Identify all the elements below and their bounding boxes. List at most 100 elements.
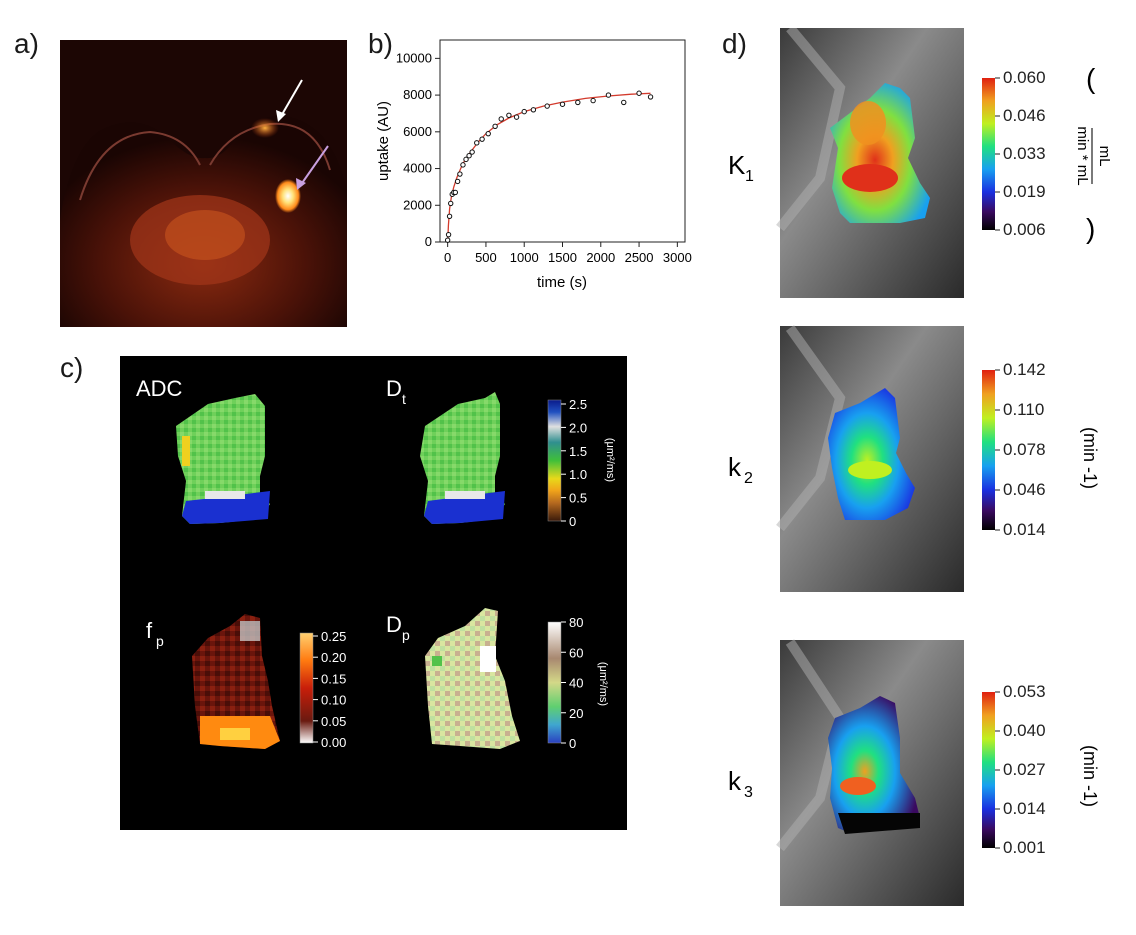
data-point (446, 213, 453, 219)
k3-unit: (min -1) (1080, 745, 1100, 807)
colorbar-tick-label: 0.20 (321, 650, 346, 665)
y-tick-label: 6000 (403, 124, 432, 139)
colorbar-tick-label: 80 (569, 615, 583, 630)
svg-text:D: D (386, 612, 402, 637)
x-tick-label: 500 (475, 250, 497, 265)
colorbar-tick-label: 1.0 (569, 467, 587, 482)
svg-text:p: p (402, 627, 410, 643)
colorbar-tick-label: 0.040 (1003, 721, 1046, 740)
ivim-maps: ADC D t 2.5 2.0 1.5 1.0 0.5 0 (μm²/ms) f p 0.… (136, 376, 616, 751)
data-point (452, 189, 459, 196)
svg-text:min * mL: min * mL (1074, 126, 1091, 185)
data-point (559, 101, 566, 107)
data-point (513, 114, 520, 120)
k3-colorbar (982, 692, 995, 848)
colorbar-tick-label: 0 (569, 514, 576, 529)
colorbar-tick-label: 2.0 (569, 420, 587, 435)
colorbar-tick-label: 0.00 (321, 735, 346, 750)
svg-text:K: K (728, 150, 746, 180)
adc-yellow-edge (182, 436, 190, 466)
dt-white-band (445, 491, 485, 499)
white-arrow-head (276, 110, 286, 122)
data-point (575, 99, 581, 106)
panel-label-b: b) (368, 28, 393, 59)
pet-mr-image (60, 40, 347, 327)
colorbar-tick-label: 0.001 (1003, 838, 1046, 857)
fp-hot-band (220, 728, 250, 740)
data-point (590, 97, 596, 104)
colorbar-tick-label: 40 (569, 676, 583, 691)
x-tick-label: 1000 (510, 250, 539, 265)
data-point (463, 156, 469, 163)
y-tick-label: 2000 (403, 197, 432, 212)
purple-arrow (299, 145, 329, 187)
k1-unit: mL min * mL (1074, 126, 1113, 185)
k1-upper-hotspot (850, 101, 886, 145)
x-tick-label: 3000 (663, 250, 692, 265)
data-point (498, 116, 504, 122)
colorbar-tick-label: 60 (569, 645, 583, 660)
colorbar-tick-label: 0.033 (1003, 144, 1046, 163)
svg-text:2: 2 (744, 470, 753, 487)
x-tick-label: 1500 (548, 250, 577, 265)
k2-label: k 2 (728, 452, 753, 487)
k2-map (828, 388, 915, 520)
data-point (454, 178, 461, 185)
breast-lesion (251, 118, 279, 138)
fp-label: f p (146, 618, 164, 649)
adc-high-region (182, 491, 270, 524)
ivim-panel: ADC D t 2.5 2.0 1.5 1.0 0.5 0 (μm²/ms) f p 0.… (120, 356, 627, 830)
dt-label: D t (386, 376, 406, 407)
colorbar-tick-label: 0.078 (1003, 440, 1046, 459)
data-point (460, 162, 466, 168)
data-point (466, 152, 472, 159)
dp-white-patch (480, 646, 496, 672)
panel-label-d: d) (722, 28, 747, 59)
colorbar-tick-label: 0.014 (1003, 799, 1046, 818)
k2-unit: (min -1) (1080, 427, 1100, 489)
data-point (479, 136, 485, 142)
k3-map (828, 696, 920, 833)
data-point (444, 237, 451, 243)
y-tick-label: 0 (425, 234, 432, 249)
data-point (521, 108, 527, 115)
colorbar-tick-label: 0.15 (321, 671, 346, 686)
svg-text:3: 3 (744, 784, 753, 801)
purple-arrow-head (296, 178, 306, 190)
k3-row: k 3 0.053 0.040 0.027 0.014 0.001 (min -1) (728, 639, 1100, 906)
panel-label-a: a) (14, 28, 39, 59)
k2-colorbar (982, 370, 995, 530)
colorbar-tick-label: 0.014 (1003, 520, 1046, 539)
dp-unit: (μm²/ms) (597, 662, 609, 706)
panel-label-c: c) (60, 352, 84, 383)
lymph-node-hotspot (275, 179, 301, 213)
colorbar-tick-label: 0.006 (1003, 220, 1046, 239)
k1-hotspot (842, 164, 898, 192)
dt-unit: (μm²/ms) (604, 438, 616, 482)
x-tick-label: 0 (444, 250, 451, 265)
left-breast-outline (79, 130, 201, 201)
k3-label: k 3 (728, 766, 753, 801)
colorbar-tick-label: 20 (569, 706, 583, 721)
x-axis-label: time (s) (537, 274, 587, 291)
colorbar-tick-label: 2.5 (569, 397, 587, 412)
svg-text:1: 1 (745, 168, 754, 185)
white-arrow (279, 79, 303, 119)
svg-text:k: k (728, 766, 742, 796)
fp-map (192, 614, 280, 749)
k1-row: K 1 0.060 0.046 0.033 0.019 0.006 mL min * m… (728, 28, 1113, 298)
colorbar-tick-label: 0.5 (569, 491, 587, 506)
y-tick-label: 8000 (403, 87, 432, 102)
k3-low-region (838, 813, 920, 834)
data-point (445, 231, 452, 238)
colorbar-tick-label: 0.019 (1003, 182, 1046, 201)
y-axis-label: uptake (AU) (375, 101, 392, 181)
uptake-chart: 0 500 1000 1500 2000 2500 3000 0 2000 4000 6000 80… (375, 39, 692, 291)
data-point (544, 103, 550, 109)
colorbar-tick-label: 0.142 (1003, 360, 1046, 379)
colorbar-tick-label: 1.5 (569, 444, 587, 459)
dp-green-pixel (432, 656, 442, 666)
data-point (621, 99, 627, 106)
k1-unit-paren-close: ) (1086, 213, 1095, 244)
adc-label: ADC (136, 376, 183, 401)
